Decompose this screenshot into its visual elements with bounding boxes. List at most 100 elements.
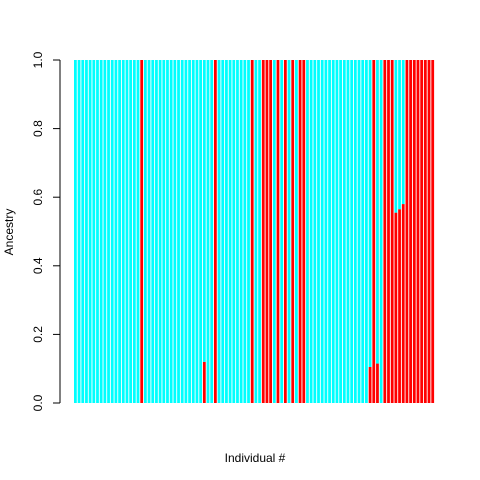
bar-cyan-23 <box>155 60 158 403</box>
y-tick-label-1: 0.2 <box>31 326 45 343</box>
y-tick-label-3: 0.6 <box>31 189 45 206</box>
bar-cyan-24 <box>158 60 162 403</box>
bar-red-82 <box>372 60 376 403</box>
bar-cyan-30 <box>180 60 184 403</box>
bar-cyan-90 <box>401 60 405 205</box>
y-tick-label-5: 1.0 <box>31 51 45 68</box>
bar-cyan-45 <box>236 60 239 403</box>
bar-cyan-35 <box>199 60 203 403</box>
bar-cyan-78 <box>357 60 361 403</box>
bar-cyan-18 <box>136 60 140 403</box>
bar-red-39 <box>213 60 217 403</box>
bar-cyan-80 <box>365 60 368 403</box>
bar-cyan-9 <box>103 60 107 403</box>
bar-cyan-84 <box>379 60 383 403</box>
bar-cyan-38 <box>210 60 214 403</box>
bar-cyan-6 <box>92 60 96 403</box>
bar-red-93 <box>412 60 416 403</box>
bar-red-90 <box>401 204 405 403</box>
y-axis-ticks: 0.0 0.2 0.4 0.6 0.8 1.0 <box>31 51 60 411</box>
bar-cyan-61 <box>295 60 298 403</box>
bar-cyan-16 <box>129 60 133 403</box>
bar-red-96 <box>423 60 427 403</box>
bar-cyan-55 <box>272 60 276 403</box>
bar-cyan-65 <box>309 60 313 403</box>
bar-cyan-75 <box>346 60 350 403</box>
bar-cyan-73 <box>339 60 342 403</box>
bar-cyan-7 <box>96 60 99 403</box>
bar-red-85 <box>383 60 387 403</box>
bar-red-92 <box>409 60 412 403</box>
bar-cyan-76 <box>350 60 354 403</box>
bar-cyan-3 <box>81 60 85 403</box>
bar-red-62 <box>298 60 302 403</box>
bar-cyan-36 <box>202 60 206 362</box>
bar-cyan-2 <box>77 60 81 403</box>
bar-cyan-69 <box>324 60 328 403</box>
bar-red-97 <box>427 60 431 403</box>
bar-cyan-44 <box>232 60 236 403</box>
bar-cyan-48 <box>247 60 250 403</box>
bar-red-98 <box>431 60 435 403</box>
bar-cyan-20 <box>143 60 147 403</box>
bar-red-87 <box>390 60 394 403</box>
bar-red-52 <box>261 60 265 403</box>
bar-cyan-28 <box>173 60 177 403</box>
bar-red-94 <box>416 60 420 403</box>
bar-red-95 <box>420 60 424 403</box>
y-tick-label-4: 0.8 <box>31 120 45 137</box>
bar-cyan-88 <box>394 60 398 213</box>
bar-cyan-27 <box>169 60 173 403</box>
bar-cyan-64 <box>306 60 309 403</box>
bar-red-36 <box>202 361 206 403</box>
y-tick-label-2: 0.4 <box>31 257 45 274</box>
bar-cyan-41 <box>221 60 225 403</box>
bar-red-60 <box>291 60 295 403</box>
bar-cyan-37 <box>206 60 210 403</box>
bar-cyan-22 <box>151 60 155 403</box>
bar-cyan-81 <box>368 60 372 367</box>
bar-cyan-50 <box>254 60 258 403</box>
bar-cyan-83 <box>376 60 379 364</box>
bar-cyan-31 <box>184 60 188 403</box>
bar-cyan-47 <box>243 60 247 403</box>
bar-cyan-1 <box>74 60 77 403</box>
bar-cyan-33 <box>191 60 195 403</box>
bar-cyan-70 <box>328 60 331 403</box>
y-axis-label: Ancestry <box>2 209 16 256</box>
bar-series-group <box>74 60 435 403</box>
bar-cyan-29 <box>177 60 180 403</box>
bar-red-53 <box>265 60 269 403</box>
bar-red-54 <box>269 60 273 403</box>
bar-cyan-34 <box>195 60 199 403</box>
bar-red-86 <box>387 60 390 403</box>
bar-cyan-59 <box>287 60 291 403</box>
bar-red-83 <box>376 363 379 403</box>
bar-cyan-43 <box>228 60 232 403</box>
bar-cyan-51 <box>258 60 261 403</box>
bar-red-58 <box>283 60 287 403</box>
bar-red-88 <box>394 212 398 403</box>
bar-cyan-21 <box>147 60 151 403</box>
x-axis-label: Individual # <box>225 451 286 465</box>
bar-cyan-32 <box>188 60 191 403</box>
bar-cyan-11 <box>110 60 114 403</box>
bar-cyan-89 <box>398 60 401 210</box>
bar-cyan-12 <box>114 60 118 403</box>
bar-cyan-71 <box>331 60 335 403</box>
bar-cyan-13 <box>118 60 121 403</box>
y-tick-label-0: 0.0 <box>31 394 45 411</box>
bar-cyan-8 <box>99 60 103 403</box>
bar-red-81 <box>368 366 372 403</box>
bar-cyan-10 <box>107 60 110 403</box>
bar-red-63 <box>302 60 306 403</box>
bar-cyan-26 <box>166 60 169 403</box>
bar-cyan-57 <box>280 60 284 403</box>
bar-red-89 <box>398 209 401 403</box>
bar-cyan-66 <box>313 60 317 403</box>
bar-cyan-25 <box>162 60 166 403</box>
bar-cyan-68 <box>320 60 324 403</box>
bar-cyan-5 <box>88 60 92 403</box>
bar-cyan-79 <box>361 60 365 403</box>
